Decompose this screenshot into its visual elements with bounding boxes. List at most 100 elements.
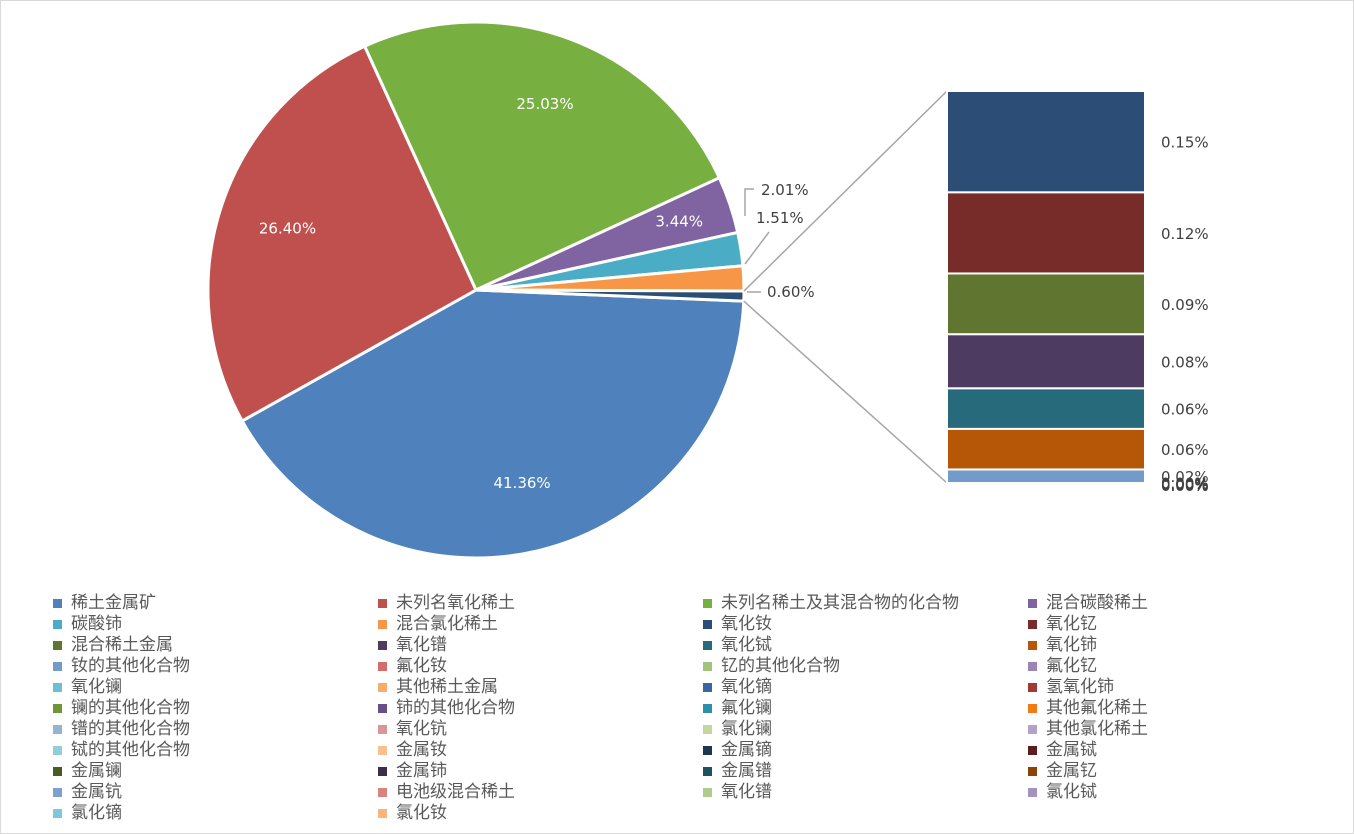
legend-swatch bbox=[378, 620, 387, 629]
legend-swatch bbox=[1028, 725, 1037, 734]
legend-item: 未列名氧化稀土 bbox=[378, 593, 703, 614]
legend-label: 混合稀土金属 bbox=[71, 635, 173, 655]
breakout-bar-segment bbox=[946, 90, 1146, 194]
data-label: 0.15% bbox=[1161, 134, 1209, 152]
data-label: 0.00% bbox=[1161, 475, 1209, 493]
legend-item: 氯化钕 bbox=[378, 803, 703, 824]
legend-label: 混合碳酸稀土 bbox=[1046, 593, 1148, 613]
connector-line bbox=[743, 300, 948, 484]
legend-label: 其他稀土金属 bbox=[396, 677, 498, 697]
legend-swatch bbox=[1028, 599, 1037, 608]
legend-swatch bbox=[703, 725, 712, 734]
legend-item: 其他氯化稀土 bbox=[1028, 719, 1338, 740]
legend-item: 氢氧化铈 bbox=[1028, 677, 1338, 698]
connector-line bbox=[743, 90, 948, 292]
legend-swatch bbox=[703, 746, 712, 755]
legend-item: 氧化镝 bbox=[703, 677, 1028, 698]
pie-slice bbox=[363, 20, 721, 292]
breakout-bar-segment bbox=[946, 272, 1146, 336]
legend-swatch bbox=[378, 788, 387, 797]
legend-label: 金属镨 bbox=[721, 761, 772, 781]
legend-item: 铽的其他化合物 bbox=[53, 740, 378, 761]
legend-item: 金属镧 bbox=[53, 761, 378, 782]
pie-slice bbox=[240, 288, 746, 560]
data-label: 0.00% bbox=[1161, 476, 1209, 494]
data-label: 0.08% bbox=[1161, 353, 1209, 371]
legend-label: 其他氯化稀土 bbox=[1046, 719, 1148, 739]
legend-label: 混合氯化稀土 bbox=[396, 614, 498, 634]
data-label: 0.00% bbox=[1161, 476, 1209, 494]
legend-label: 氟化钕 bbox=[396, 656, 447, 676]
legend-swatch bbox=[378, 683, 387, 692]
legend-item: 金属铈 bbox=[378, 761, 703, 782]
breakout-bar-segment bbox=[946, 191, 1146, 275]
legend-swatch bbox=[703, 788, 712, 797]
legend-swatch bbox=[378, 599, 387, 608]
legend-label: 氯化钕 bbox=[396, 803, 447, 823]
legend-swatch bbox=[703, 767, 712, 776]
legend-item: 氯化镝 bbox=[53, 803, 378, 824]
legend-item: 氧化钪 bbox=[378, 719, 703, 740]
legend-swatch bbox=[53, 620, 62, 629]
legend-item: 钕的其他化合物 bbox=[53, 656, 378, 677]
legend-label: 电池级混合稀土 bbox=[396, 782, 515, 802]
legend-swatch bbox=[378, 809, 387, 818]
legend-label: 金属铈 bbox=[396, 761, 447, 781]
legend-swatch bbox=[1028, 704, 1037, 713]
legend-label: 氧化镨 bbox=[721, 782, 772, 802]
legend-item: 氧化镨 bbox=[703, 782, 1028, 803]
legend-swatch bbox=[1028, 788, 1037, 797]
legend-label: 金属钇 bbox=[1046, 761, 1097, 781]
legend-label: 金属钪 bbox=[71, 782, 122, 802]
breakout-bar-segment bbox=[946, 333, 1146, 390]
legend-swatch bbox=[703, 599, 712, 608]
legend-label: 金属镝 bbox=[721, 740, 772, 760]
legend-swatch bbox=[53, 704, 62, 713]
data-label: 0.06% bbox=[1161, 441, 1209, 459]
legend-item: 氧化钕 bbox=[703, 614, 1028, 635]
legend-swatch bbox=[703, 704, 712, 713]
legend-item: 钇的其他化合物 bbox=[703, 656, 1028, 677]
legend-label: 其他氟化稀土 bbox=[1046, 698, 1148, 718]
data-label: 0.06% bbox=[1161, 401, 1209, 419]
legend-label: 氟化镧 bbox=[721, 698, 772, 718]
pie-slice bbox=[474, 288, 746, 303]
legend-label: 氧化铈 bbox=[1046, 635, 1097, 655]
data-label: 1.51% bbox=[756, 209, 804, 227]
legend-item: 氧化钇 bbox=[1028, 614, 1338, 635]
legend-label: 铽的其他化合物 bbox=[71, 740, 190, 760]
legend-swatch bbox=[53, 662, 62, 671]
legend-swatch bbox=[378, 767, 387, 776]
breakout-bar-segment bbox=[946, 427, 1146, 471]
legend-label: 金属钕 bbox=[396, 740, 447, 760]
legend-item: 其他氟化稀土 bbox=[1028, 698, 1338, 719]
legend-label: 碳酸铈 bbox=[71, 614, 122, 634]
legend-item: 氟化镧 bbox=[703, 698, 1028, 719]
legend-item: 氧化铽 bbox=[703, 635, 1028, 656]
data-label: 0.12% bbox=[1161, 225, 1209, 243]
legend-swatch bbox=[1028, 767, 1037, 776]
legend-swatch bbox=[53, 641, 62, 650]
legend-item: 氯化铽 bbox=[1028, 782, 1338, 803]
legend-label: 氯化铽 bbox=[1046, 782, 1097, 802]
legend-swatch bbox=[378, 746, 387, 755]
legend-item: 混合碳酸稀土 bbox=[1028, 593, 1338, 614]
legend-item: 金属钕 bbox=[378, 740, 703, 761]
legend-item: 铈的其他化合物 bbox=[378, 698, 703, 719]
legend-swatch bbox=[53, 809, 62, 818]
legend-label: 金属镧 bbox=[71, 761, 122, 781]
legend-item: 未列名稀土及其混合物的化合物 bbox=[703, 593, 1028, 614]
legend-label: 氧化镝 bbox=[721, 677, 772, 697]
legend-swatch bbox=[1028, 683, 1037, 692]
legend-label: 氧化钪 bbox=[396, 719, 447, 739]
legend-swatch bbox=[703, 683, 712, 692]
legend-item: 金属钪 bbox=[53, 782, 378, 803]
legend-swatch bbox=[378, 641, 387, 650]
legend-item: 氟化钇 bbox=[1028, 656, 1338, 677]
pie-slice bbox=[206, 44, 478, 423]
legend-label: 氟化钇 bbox=[1046, 656, 1097, 676]
legend-swatch bbox=[1028, 662, 1037, 671]
legend-swatch bbox=[53, 725, 62, 734]
legend-swatch bbox=[703, 641, 712, 650]
